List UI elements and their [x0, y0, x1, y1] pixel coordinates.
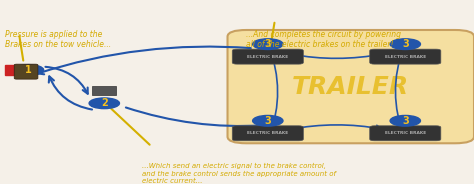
Bar: [5, 65, 17, 75]
FancyBboxPatch shape: [232, 49, 303, 64]
Text: 3: 3: [402, 116, 409, 126]
Text: 1: 1: [25, 65, 32, 75]
Text: 2: 2: [101, 98, 108, 108]
Circle shape: [13, 65, 44, 75]
Circle shape: [390, 115, 420, 126]
Text: ELECTRIC BRAKE: ELECTRIC BRAKE: [247, 131, 289, 135]
Text: ELECTRIC BRAKE: ELECTRIC BRAKE: [384, 131, 426, 135]
Text: ELECTRIC BRAKE: ELECTRIC BRAKE: [247, 55, 289, 59]
Text: TRAILER: TRAILER: [292, 75, 410, 99]
Text: 3: 3: [264, 39, 271, 49]
FancyBboxPatch shape: [228, 30, 474, 143]
Circle shape: [253, 39, 283, 49]
FancyBboxPatch shape: [370, 49, 441, 64]
Circle shape: [89, 98, 119, 109]
FancyBboxPatch shape: [14, 64, 38, 79]
FancyBboxPatch shape: [370, 126, 441, 141]
Bar: [92, 86, 116, 95]
Text: ...Which send an electric signal to the brake control,
and the brake control sen: ...Which send an electric signal to the …: [142, 163, 336, 183]
Text: Pressure is applied to the
Brakes on the tow vehicle...: Pressure is applied to the Brakes on the…: [5, 30, 111, 49]
Circle shape: [253, 115, 283, 126]
Text: 3: 3: [264, 116, 271, 126]
Circle shape: [390, 39, 420, 49]
Text: ...And completes the circuit by powering
all of the electric brakes on the trail: ...And completes the circuit by powering…: [246, 30, 401, 49]
FancyBboxPatch shape: [232, 126, 303, 141]
Text: 3: 3: [402, 39, 409, 49]
Text: ELECTRIC BRAKE: ELECTRIC BRAKE: [384, 55, 426, 59]
